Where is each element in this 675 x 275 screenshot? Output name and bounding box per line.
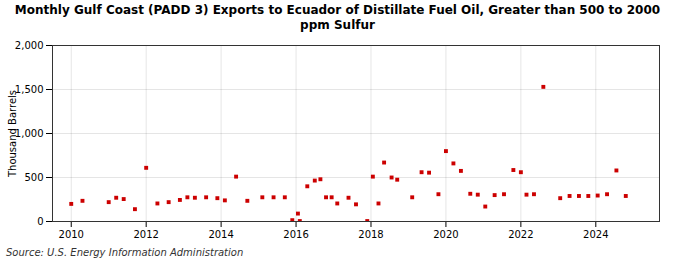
svg-text:500: 500 bbox=[24, 172, 43, 183]
html-text:Source: U.S. Energy Informatio: Source: U.S. Energy Information Administ… bbox=[6, 247, 244, 258]
svg-text:1,500: 1,500 bbox=[15, 84, 44, 95]
svg-text:2010: 2010 bbox=[59, 229, 84, 240]
svg-text:1,000: 1,000 bbox=[15, 128, 44, 139]
svg-text:2022: 2022 bbox=[508, 229, 533, 240]
svg-text:2024: 2024 bbox=[583, 229, 608, 240]
svg-text:Thousand Barrels: Thousand Barrels bbox=[7, 90, 18, 178]
svg-text:0: 0 bbox=[37, 216, 43, 227]
svg-text:2014: 2014 bbox=[208, 229, 233, 240]
html-text:Monthly Gulf Coast (PADD 3) Ex: Monthly Gulf Coast (PADD 3) Exports to E… bbox=[14, 3, 661, 32]
svg-text:2018: 2018 bbox=[358, 229, 383, 240]
svg-text:2012: 2012 bbox=[133, 229, 158, 240]
svg-text:2020: 2020 bbox=[433, 229, 458, 240]
svg-text:2,000: 2,000 bbox=[15, 40, 44, 51]
svg-text:2016: 2016 bbox=[283, 229, 308, 240]
